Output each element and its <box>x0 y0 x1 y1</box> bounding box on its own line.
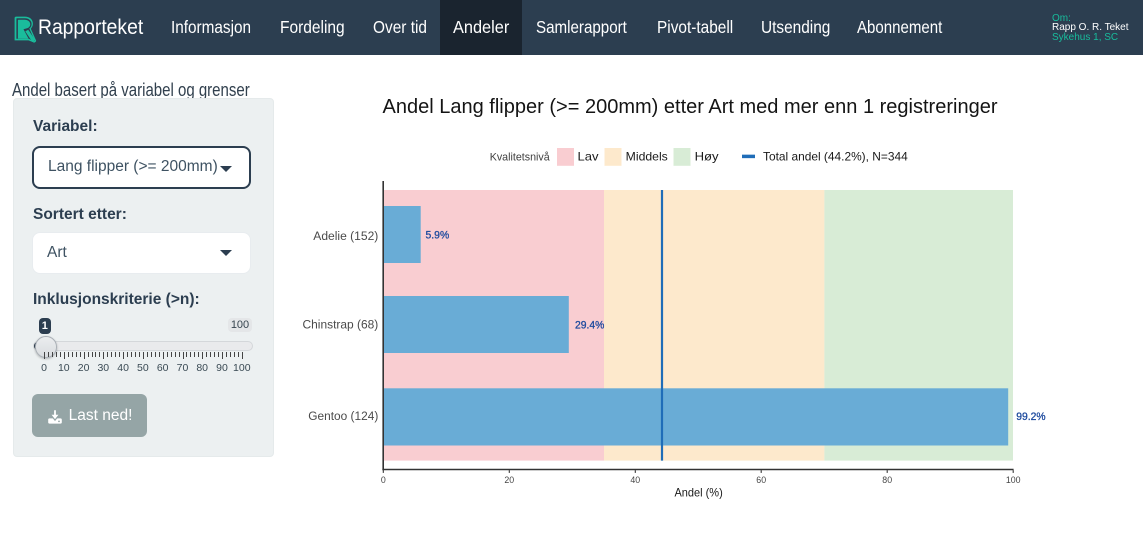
svg-text:Gentoo (124): Gentoo (124) <box>308 409 378 423</box>
svg-text:Middels: Middels <box>626 150 668 164</box>
svg-text:Andel (%): Andel (%) <box>674 485 722 499</box>
svg-text:29.4%: 29.4% <box>575 320 604 332</box>
svg-text:Høy: Høy <box>695 150 719 164</box>
svg-text:Chinstrap (68): Chinstrap (68) <box>303 318 379 332</box>
svg-text:60: 60 <box>756 475 766 485</box>
svg-text:Lav: Lav <box>578 150 599 164</box>
svg-text:Total andel (44.2%), N=344: Total andel (44.2%), N=344 <box>763 150 908 164</box>
svg-text:Kvalitetsnivå: Kvalitetsnivå <box>490 152 551 164</box>
svg-text:Andel Lang flipper (>= 200mm): Andel Lang flipper (>= 200mm) etter Art … <box>383 96 998 118</box>
svg-text:0: 0 <box>381 475 386 485</box>
svg-text:5.9%: 5.9% <box>426 230 450 242</box>
svg-text:80: 80 <box>882 475 892 485</box>
svg-text:20: 20 <box>504 475 514 485</box>
svg-text:100: 100 <box>1006 475 1021 485</box>
svg-text:Adelie (152): Adelie (152) <box>313 229 378 243</box>
svg-text:40: 40 <box>630 475 640 485</box>
svg-text:99.2%: 99.2% <box>1016 411 1045 423</box>
